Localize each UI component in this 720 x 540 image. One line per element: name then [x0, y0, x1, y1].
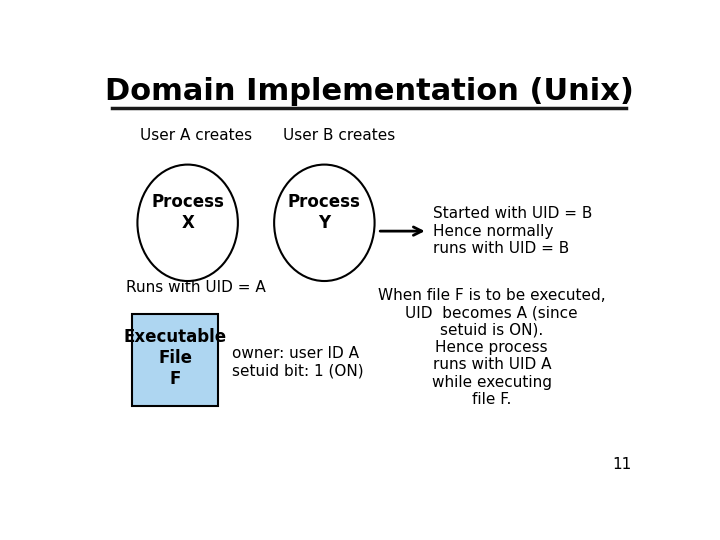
Text: Executable
File
F: Executable File F	[124, 328, 227, 388]
Text: Started with UID = B
Hence normally
runs with UID = B: Started with UID = B Hence normally runs…	[433, 206, 593, 256]
Text: Process
Y: Process Y	[288, 193, 361, 232]
Text: Runs with UID = A: Runs with UID = A	[126, 280, 266, 295]
Text: User A creates: User A creates	[140, 128, 252, 143]
Text: Process
X: Process X	[151, 193, 224, 232]
Text: 11: 11	[612, 457, 631, 472]
Text: When file F is to be executed,
UID  becomes A (since
setuid is ON).
Hence proces: When file F is to be executed, UID becom…	[378, 288, 606, 407]
Text: Domain Implementation (Unix): Domain Implementation (Unix)	[104, 77, 634, 106]
Text: owner: user ID A
setuid bit: 1 (ON): owner: user ID A setuid bit: 1 (ON)	[233, 346, 364, 379]
Text: User B creates: User B creates	[282, 128, 395, 143]
FancyBboxPatch shape	[132, 314, 218, 406]
